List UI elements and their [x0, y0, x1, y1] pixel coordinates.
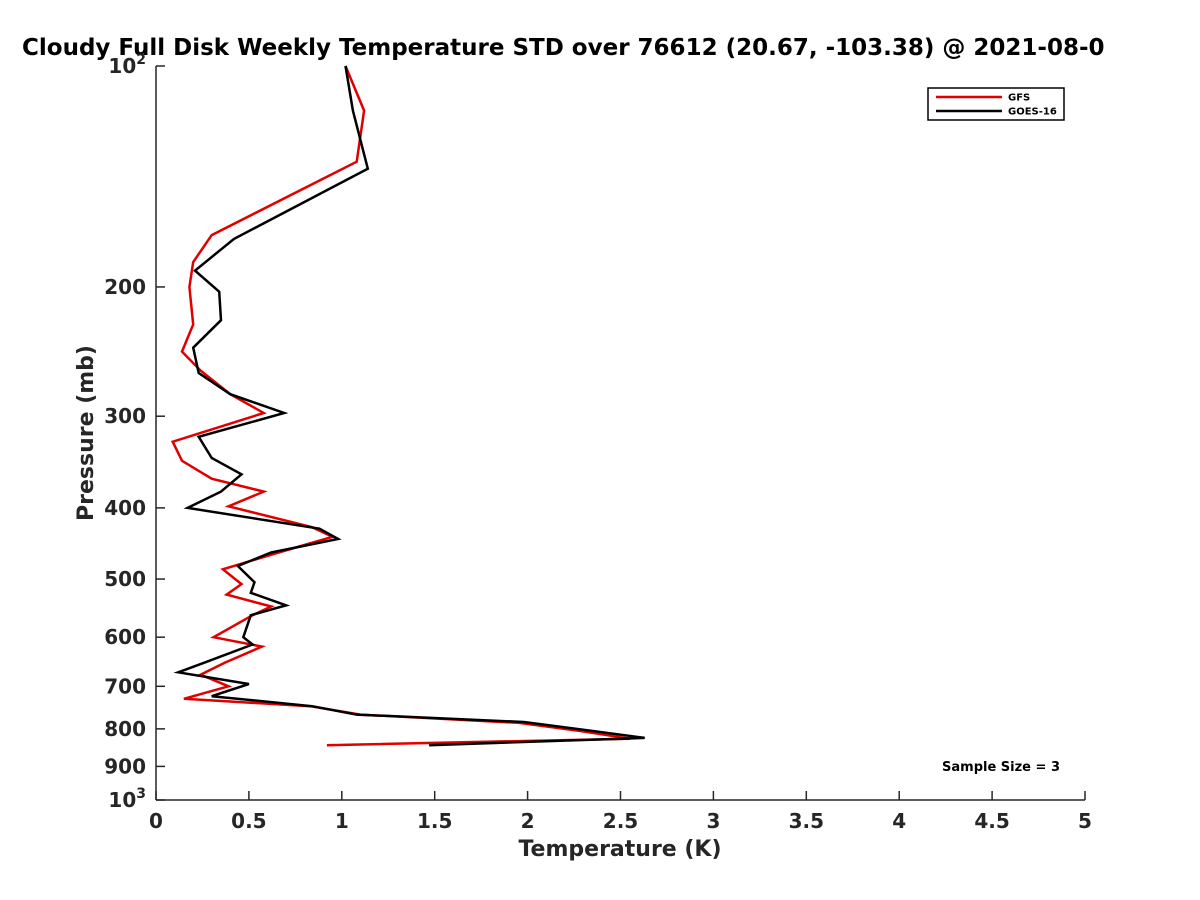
y-tick-label: 500 — [104, 567, 146, 591]
y-tick-label: 900 — [104, 754, 146, 778]
legend: GFS GOES-16 — [927, 87, 1065, 121]
x-tick-label: 0 — [149, 809, 163, 833]
y-tick-label: 200 — [104, 275, 146, 299]
x-tick-label: 1 — [335, 809, 349, 833]
x-tick-label: 5 — [1078, 809, 1092, 833]
sample-size-note: Sample Size = 3 — [942, 760, 1060, 775]
legend-box — [927, 87, 1065, 121]
legend-label: GFS — [1008, 93, 1030, 104]
y-tick-label: 600 — [104, 625, 146, 649]
ticks-layer: 0 0.5 1 1.5 2 2.5 3 3.5 4 4.5 5 102 200 300 400 500 600 7… — [104, 52, 1092, 833]
chart-title: Cloudy Full Disk Weekly Temperature STD … — [22, 35, 1105, 61]
legend-label: GOES-16 — [1008, 107, 1057, 118]
y-tick-label: 800 — [104, 717, 146, 741]
series-layer — [170, 65, 645, 747]
axes-layer — [155, 66, 1085, 801]
y-tick-label: 400 — [104, 496, 146, 520]
x-tick-label: 0.5 — [231, 809, 266, 833]
y-axis-label: Pressure (mb) — [74, 345, 99, 521]
x-tick-label: 2 — [521, 809, 535, 833]
x-tick-label: 4 — [892, 809, 906, 833]
y-tick-label: 700 — [104, 674, 146, 698]
series-line-gfs — [170, 65, 630, 747]
x-tick-label: 3 — [706, 809, 720, 833]
series-line-goes-16 — [173, 65, 645, 747]
y-tick-label: 103 — [108, 786, 146, 812]
x-axis-label: Temperature (K) — [518, 837, 721, 862]
x-tick-label: 4.5 — [974, 809, 1009, 833]
y-tick-label: 300 — [104, 404, 146, 428]
y-tick-label: 102 — [108, 52, 146, 78]
x-tick-label: 2.5 — [603, 809, 638, 833]
x-tick-label: 1.5 — [417, 809, 452, 833]
x-tick-label: 3.5 — [789, 809, 824, 833]
